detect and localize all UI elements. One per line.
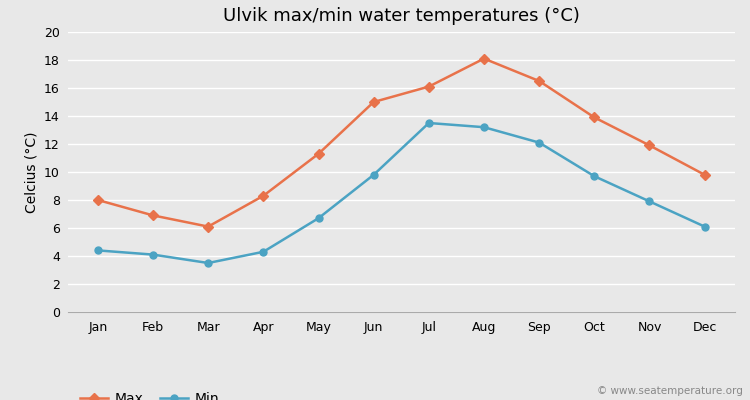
Legend: Max, Min: Max, Min bbox=[74, 386, 225, 400]
Title: Ulvik max/min water temperatures (°C): Ulvik max/min water temperatures (°C) bbox=[223, 7, 580, 25]
Text: © www.seatemperature.org: © www.seatemperature.org bbox=[597, 386, 742, 396]
Y-axis label: Celcius (°C): Celcius (°C) bbox=[25, 131, 38, 213]
